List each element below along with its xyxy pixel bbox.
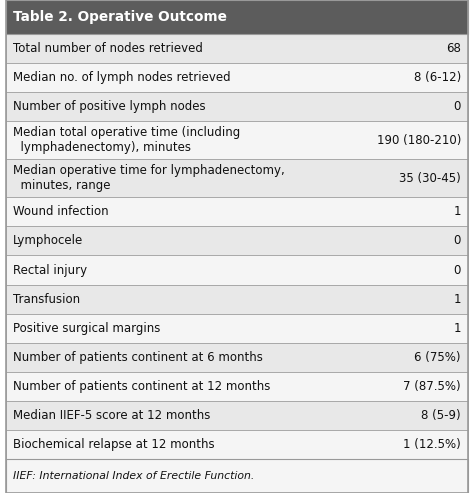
Bar	[6, 401, 468, 430]
Text: IIEF: International Index of Erectile Function.: IIEF: International Index of Erectile Fu…	[13, 471, 255, 481]
Bar	[6, 372, 468, 401]
Bar	[6, 92, 468, 121]
Text: 1: 1	[454, 322, 461, 335]
Bar	[6, 159, 468, 197]
Bar	[6, 197, 468, 226]
Text: Biochemical relapse at 12 months: Biochemical relapse at 12 months	[13, 438, 215, 451]
Bar	[6, 284, 468, 314]
Bar	[6, 63, 468, 92]
Bar	[6, 430, 468, 459]
Text: Lymphocele: Lymphocele	[13, 234, 83, 247]
Text: Rectal injury: Rectal injury	[13, 264, 87, 277]
Text: 0: 0	[454, 100, 461, 113]
Text: 1: 1	[454, 293, 461, 306]
Text: Number of patients continent at 12 months: Number of patients continent at 12 month…	[13, 380, 270, 393]
Text: 1: 1	[454, 205, 461, 218]
Text: Median IIEF-5 score at 12 months: Median IIEF-5 score at 12 months	[13, 409, 210, 422]
Text: 6 (75%): 6 (75%)	[414, 351, 461, 364]
Text: 8 (6-12): 8 (6-12)	[414, 71, 461, 84]
Text: Median operative time for lymphadenectomy,
  minutes, range: Median operative time for lymphadenectom…	[13, 164, 285, 192]
Bar	[6, 343, 468, 372]
Text: Number of positive lymph nodes: Number of positive lymph nodes	[13, 100, 206, 113]
Text: Total number of nodes retrieved: Total number of nodes retrieved	[13, 42, 203, 55]
Text: 68: 68	[446, 42, 461, 55]
Bar	[6, 0, 468, 34]
Bar	[6, 314, 468, 343]
Bar	[6, 459, 468, 493]
Bar	[6, 255, 468, 284]
Text: 35 (30-45): 35 (30-45)	[399, 172, 461, 185]
Text: Median no. of lymph nodes retrieved: Median no. of lymph nodes retrieved	[13, 71, 231, 84]
Text: 1 (12.5%): 1 (12.5%)	[403, 438, 461, 451]
Text: Transfusion: Transfusion	[13, 293, 80, 306]
Text: 7 (87.5%): 7 (87.5%)	[403, 380, 461, 393]
Text: Positive surgical margins: Positive surgical margins	[13, 322, 160, 335]
Text: Median total operative time (including
  lymphadenectomy), minutes: Median total operative time (including l…	[13, 126, 240, 154]
Text: 0: 0	[454, 234, 461, 247]
Bar	[6, 121, 468, 159]
Text: 0: 0	[454, 264, 461, 277]
Bar	[6, 226, 468, 255]
Text: Table 2. Operative Outcome: Table 2. Operative Outcome	[13, 10, 227, 24]
Text: 190 (180-210): 190 (180-210)	[377, 134, 461, 146]
Bar	[6, 34, 468, 63]
Text: Wound infection: Wound infection	[13, 205, 109, 218]
Text: 8 (5-9): 8 (5-9)	[421, 409, 461, 422]
Text: Number of patients continent at 6 months: Number of patients continent at 6 months	[13, 351, 263, 364]
